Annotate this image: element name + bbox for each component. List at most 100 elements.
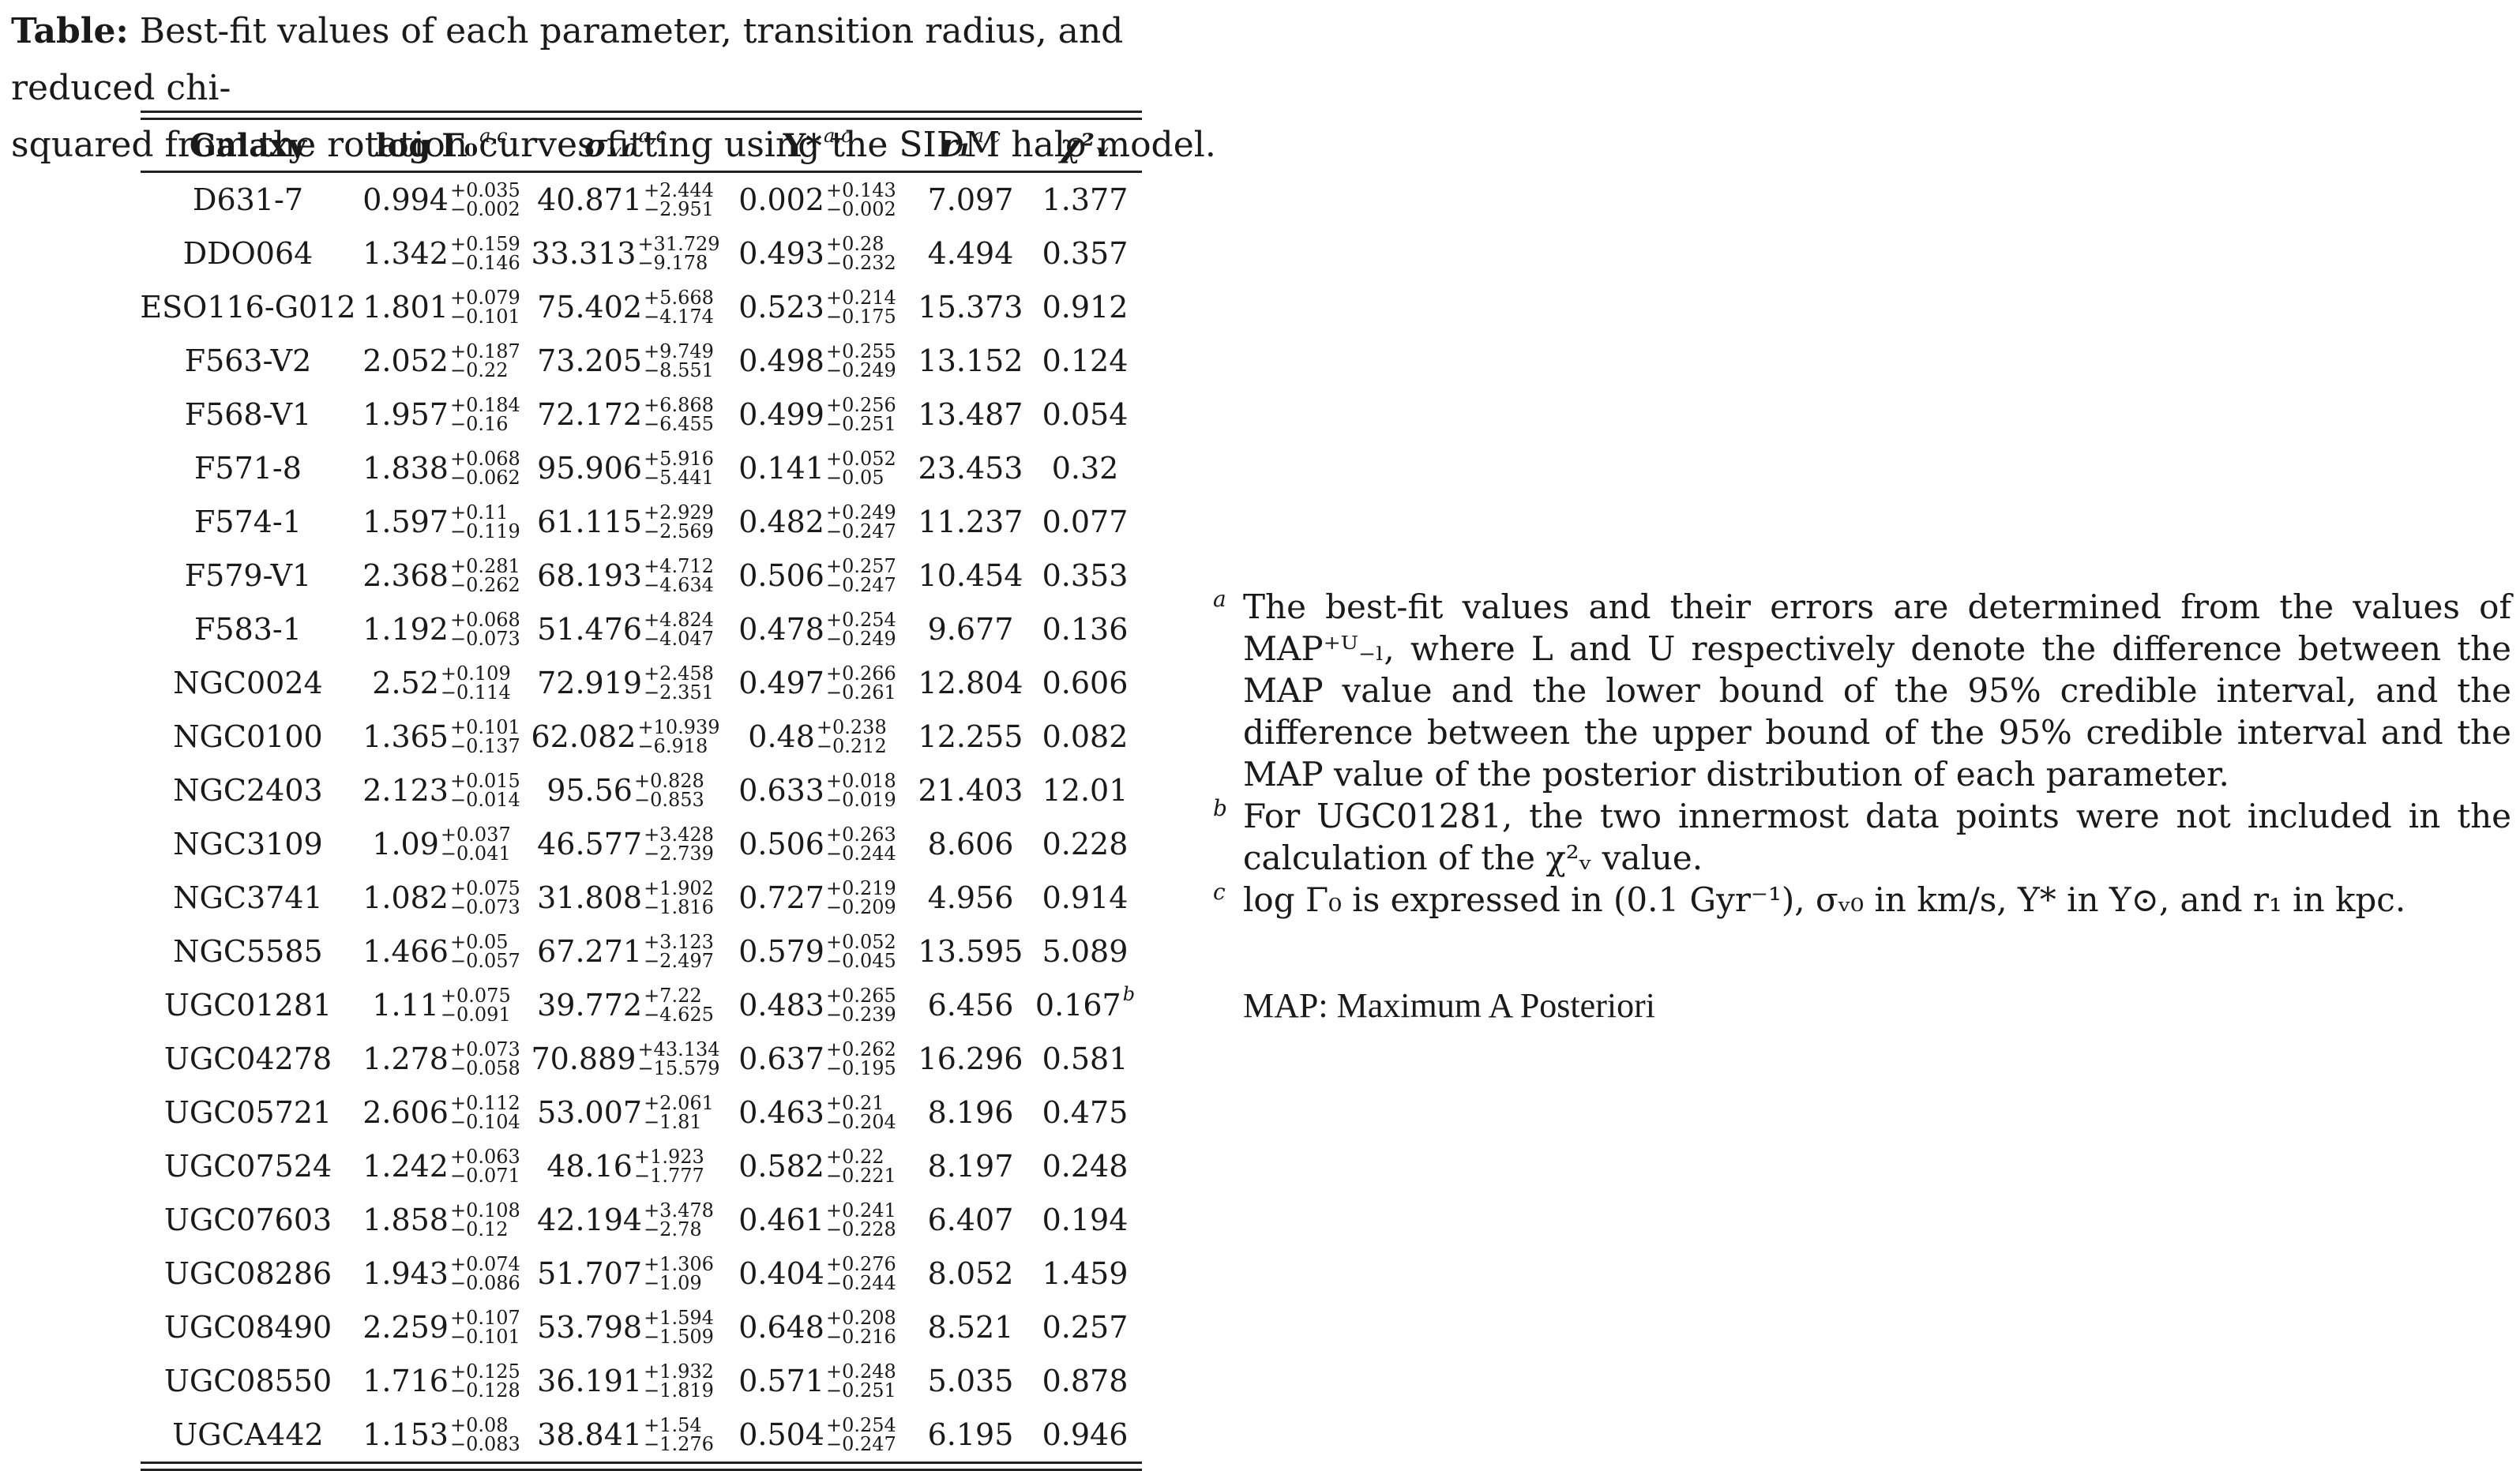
sigma-value: 33.313 +31.729 −9.178	[531, 235, 719, 272]
sigma-map: 62.082	[531, 719, 637, 754]
note-c: c log Γ₀ is expressed in (0.1 Gyr⁻¹), σᵥ₀…	[1208, 879, 2511, 921]
upsilon-upper: +0.266	[825, 662, 896, 685]
sigma-errors: +2.458 −2.351	[644, 664, 714, 702]
upsilon-errors: +0.266 −0.261	[826, 664, 896, 702]
caption-label: Table:	[11, 11, 129, 51]
upsilon-map: 0.504	[738, 1417, 824, 1452]
chi2-value: 1.377	[1042, 182, 1129, 217]
sigma-lower: −1.777	[633, 1165, 704, 1187]
sigma-value: 95.906 +5.916 −5.441	[537, 449, 714, 487]
log-gamma-value: 1.466 +0.05 −0.057	[362, 933, 520, 970]
sigma-upper: +9.749	[644, 340, 714, 362]
galaxy-name: DDO064	[182, 236, 314, 271]
cell-sigma: 95.56 +0.828 −0.853	[528, 764, 723, 817]
upsilon-value: 0.493 +0.28 −0.232	[738, 235, 896, 272]
header-galaxy: Galaxy	[141, 120, 355, 171]
chi2-value: 0.257	[1042, 1310, 1129, 1345]
header-r1: r₁ a,c	[911, 120, 1030, 171]
cell-sigma: 95.906 +5.916 −5.441	[528, 441, 723, 495]
upsilon-map: 0.727	[738, 880, 824, 915]
log-gamma-errors: +0.184 −0.16	[450, 396, 520, 433]
upsilon-map: 0.493	[738, 236, 824, 271]
sigma-upper: +3.123	[644, 931, 714, 953]
sigma-map: 67.271	[537, 934, 643, 969]
cell-r1: 6.195	[911, 1408, 1030, 1462]
sigma-upper: +2.929	[644, 501, 714, 523]
table-row: UGCA442 1.153 +0.08 −0.083 38.841 +1.54 −1.276…	[141, 1408, 1142, 1462]
log-gamma-upper: +0.109	[440, 662, 511, 685]
upsilon-map: 0.482	[738, 505, 824, 539]
upsilon-value: 0.461 +0.241 −0.228	[738, 1201, 896, 1239]
header-sigma: σᵥ₀ a,c	[528, 120, 723, 171]
galaxy-name: NGC0024	[173, 666, 323, 700]
galaxy-name: NGC3109	[173, 827, 323, 861]
log-gamma-map: 2.606	[362, 1095, 449, 1130]
cell-upsilon: 0.523 +0.214 −0.175	[723, 280, 911, 334]
cell-r1: 8.606	[911, 817, 1030, 871]
sigma-lower: −8.551	[644, 359, 714, 381]
table-row: F563-V2 2.052 +0.187 −0.22 73.205 +9.749 −8.55…	[141, 334, 1142, 388]
sigma-value: 46.577 +3.428 −2.739	[537, 825, 714, 863]
upsilon-map: 0.404	[738, 1256, 824, 1291]
sigma-lower: −4.047	[644, 628, 714, 650]
upsilon-value: 0.648 +0.208 −0.216	[738, 1308, 896, 1346]
cell-r1: 6.456	[911, 978, 1030, 1032]
galaxy-name: UGC07524	[163, 1149, 332, 1184]
cell-log-gamma: 1.192 +0.068 −0.073	[355, 602, 528, 656]
upsilon-map: 0.506	[738, 827, 824, 861]
sigma-map: 39.772	[537, 988, 643, 1023]
log-gamma-lower: −0.101	[449, 306, 520, 328]
sigma-value: 51.476 +4.824 −4.047	[537, 610, 714, 648]
cell-upsilon: 0.504 +0.254 −0.247	[723, 1408, 911, 1462]
cell-log-gamma: 1.11 +0.075 −0.091	[355, 978, 528, 1032]
sigma-map: 68.193	[537, 558, 643, 593]
sigma-upper: +5.668	[644, 287, 714, 309]
sigma-lower: −6.918	[637, 735, 708, 757]
log-gamma-value: 1.192 +0.068 −0.073	[362, 610, 520, 648]
r1-value: 13.152	[918, 343, 1023, 378]
sigma-value: 67.271 +3.123 −2.497	[537, 933, 714, 970]
galaxy-name: UGC08286	[163, 1256, 332, 1291]
sigma-upper: +1.306	[644, 1253, 714, 1275]
r1-value: 8.521	[927, 1310, 1014, 1345]
sigma-map: 40.871	[537, 182, 643, 217]
sigma-map: 70.889	[531, 1041, 637, 1076]
header-galaxy-label: Galaxy	[189, 126, 307, 164]
cell-sigma: 72.172 +6.868 −6.455	[528, 388, 723, 441]
sigma-value: 95.56 +0.828 −0.853	[546, 771, 704, 809]
upsilon-lower: −0.249	[825, 359, 896, 381]
cell-log-gamma: 2.368 +0.281 −0.262	[355, 549, 528, 602]
log-gamma-errors: +0.05 −0.057	[450, 933, 520, 970]
log-gamma-lower: −0.137	[449, 735, 520, 757]
upsilon-lower: −0.221	[825, 1165, 896, 1187]
log-gamma-upper: +0.015	[449, 770, 520, 792]
cell-r1: 8.196	[911, 1086, 1030, 1139]
sigma-upper: +5.916	[644, 448, 714, 470]
header-upsilon-label: Υ*	[783, 126, 823, 164]
galaxy-name: F563-V2	[184, 343, 312, 378]
sigma-lower: −4.174	[644, 306, 714, 328]
upsilon-lower: −0.244	[825, 842, 896, 865]
log-gamma-map: 1.242	[362, 1149, 449, 1184]
upsilon-upper: +0.214	[825, 287, 896, 309]
cell-r1: 11.237	[911, 495, 1030, 549]
sigma-upper: +1.54	[644, 1414, 702, 1436]
upsilon-lower: −0.232	[825, 252, 896, 274]
cell-log-gamma: 1.858 +0.108 −0.12	[355, 1193, 528, 1247]
upsilon-value: 0.48 +0.238 −0.212	[748, 718, 886, 756]
r1-value: 8.196	[927, 1095, 1014, 1130]
table-row: F579-V1 2.368 +0.281 −0.262 68.193 +4.712 −4.6…	[141, 549, 1142, 602]
upsilon-lower: −0.249	[825, 628, 896, 650]
cell-sigma: 40.871 +2.444 −2.951	[528, 173, 723, 227]
upsilon-value: 0.504 +0.254 −0.247	[738, 1416, 896, 1454]
table-notes: a The best-fit values and their errors ar…	[1208, 586, 2511, 921]
log-gamma-upper: +0.075	[440, 985, 511, 1007]
cell-log-gamma: 1.365 +0.101 −0.137	[355, 710, 528, 764]
upsilon-value: 0.482 +0.249 −0.247	[738, 503, 896, 541]
table-top-rule	[141, 111, 1142, 120]
r1-value: 13.595	[918, 934, 1023, 969]
upsilon-map: 0.002	[738, 182, 824, 217]
upsilon-upper: +0.28	[825, 233, 884, 255]
chi2-value: 0.878	[1042, 1364, 1129, 1398]
sigma-errors: +0.828 −0.853	[634, 771, 704, 809]
